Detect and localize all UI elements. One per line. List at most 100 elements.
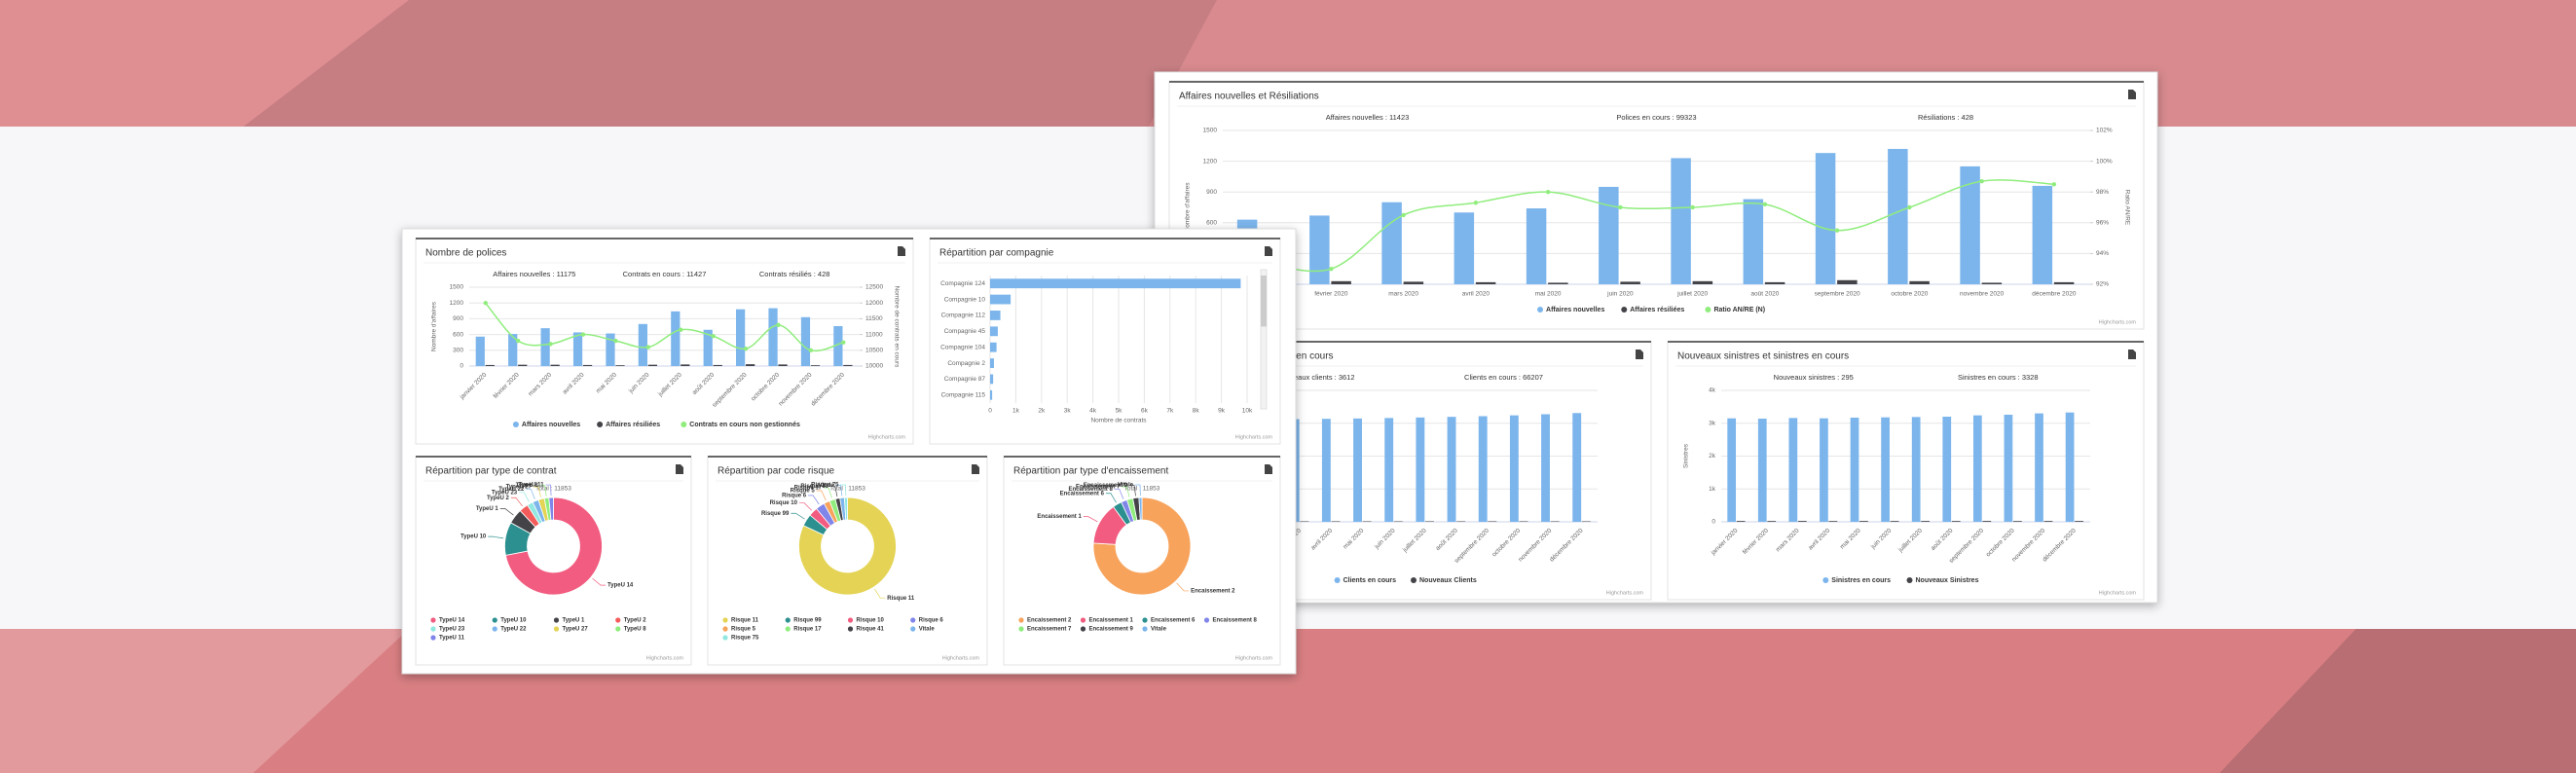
bar (1425, 521, 1434, 522)
panel (929, 238, 1281, 445)
pie-total: Total : 11853 (829, 486, 865, 493)
bar (1300, 521, 1309, 522)
bar (671, 311, 681, 366)
pie-connector (519, 492, 530, 502)
bar (1982, 521, 1992, 522)
x-tick-label: décembre 2020 (2032, 291, 2077, 298)
pie-label: Vitale (819, 483, 835, 489)
line-point (515, 338, 521, 344)
y-tick-label: Compagnie 124 (940, 280, 985, 287)
bar (800, 316, 811, 366)
bar (833, 325, 843, 366)
line-point (776, 322, 781, 328)
bar (1321, 419, 1331, 522)
bar (2053, 281, 2075, 284)
y-tick-label: 300 (453, 348, 463, 354)
panel-title: Répartition par type d'encaissement (1013, 466, 1168, 477)
pie-label: TypeU 2 (487, 496, 510, 501)
legend-label: Vitale (919, 627, 936, 633)
bar (1743, 199, 1764, 284)
x-tick-label: 9k (1218, 408, 1226, 415)
bar (475, 336, 485, 366)
line-point (808, 348, 814, 352)
y-tick-label: 2k (1709, 453, 1716, 460)
pie-connector (499, 508, 514, 516)
bar (990, 374, 994, 385)
bar (1888, 148, 1908, 284)
pie-label: TypeU 1 (476, 506, 499, 512)
bar (1509, 415, 1519, 522)
legend-marker (430, 635, 436, 641)
legend-marker (1705, 307, 1711, 313)
pie-label: Risque 11 (887, 596, 915, 602)
bar (713, 364, 722, 366)
bar (1788, 418, 1798, 522)
pie-connector (533, 486, 541, 497)
legend-marker (1411, 577, 1417, 583)
bar (1309, 215, 1330, 284)
top-band-shape (243, 0, 1217, 127)
legend-label: TypeU 8 (624, 627, 647, 633)
bar (1620, 281, 1640, 284)
line-point (711, 334, 716, 339)
x-tick-label: août 2020 (1750, 291, 1779, 298)
line (485, 302, 844, 352)
stat: Polices en cours : 99323 (1616, 113, 1696, 122)
bar (1362, 521, 1372, 522)
bar (1478, 416, 1488, 522)
y-tick-label: Compagnie 45 (944, 328, 986, 335)
bar (1331, 521, 1341, 522)
y2-tick-label: 96% (2096, 220, 2109, 227)
bar (2013, 521, 2022, 522)
y2-tick-label: 10500 (865, 348, 883, 354)
line (1259, 179, 2054, 273)
y-tick-label: 900 (453, 315, 463, 322)
legend-marker (1018, 617, 1024, 623)
x-tick-label: juin 2020 (1606, 291, 1634, 298)
legend-label: Vitale (1151, 627, 1167, 633)
y2-axis-title: Ratio AN/RE (2123, 190, 2130, 226)
line-point (1329, 267, 1334, 272)
pie-slice (1092, 497, 1192, 596)
legend-label: Risque 41 (857, 627, 885, 633)
legend-marker (722, 635, 728, 641)
bar (2075, 521, 2083, 522)
pie-connector (1114, 489, 1124, 499)
bar (540, 328, 550, 366)
y-tick-label: 1500 (1203, 128, 1218, 134)
x-tick-label: 6k (1141, 408, 1149, 415)
bar (638, 323, 647, 366)
y-tick-label: Compagnie 115 (941, 392, 986, 399)
bar (1764, 281, 1785, 284)
y-tick-label: 0 (1711, 519, 1715, 526)
x-tick-label: 7k (1166, 408, 1174, 415)
y-tick-label: 1200 (1203, 158, 1218, 165)
credit: Highcharts.com (646, 655, 684, 661)
legend-label: Risque 10 (857, 618, 885, 624)
legend-marker (1080, 617, 1086, 623)
y-tick-label: Compagnie 87 (944, 376, 986, 383)
scrollbar-track (1260, 269, 1268, 410)
bar (518, 364, 528, 366)
bar (485, 364, 495, 366)
legend-marker (1906, 577, 1913, 583)
pie-connector (1105, 493, 1117, 503)
pie-connector (808, 495, 820, 505)
stat: Nouveaux sinistres : 295 (1774, 373, 1854, 382)
line-point (1401, 212, 1406, 218)
bar (736, 309, 746, 366)
bar (1488, 521, 1497, 522)
download-icon (1265, 246, 1272, 256)
y2-tick-label: 11500 (865, 315, 883, 322)
pie-label: Encaissement 7 (1076, 485, 1121, 491)
pie-connector (592, 577, 607, 586)
bar (1960, 166, 1980, 284)
credit: Highcharts.com (942, 655, 980, 661)
line-point (483, 301, 488, 306)
pie-connector (526, 489, 535, 499)
bar (1572, 413, 1582, 522)
legend-marker (615, 626, 621, 632)
legend-marker (681, 422, 687, 427)
x-tick-label: novembre 2020 (1960, 291, 2005, 298)
